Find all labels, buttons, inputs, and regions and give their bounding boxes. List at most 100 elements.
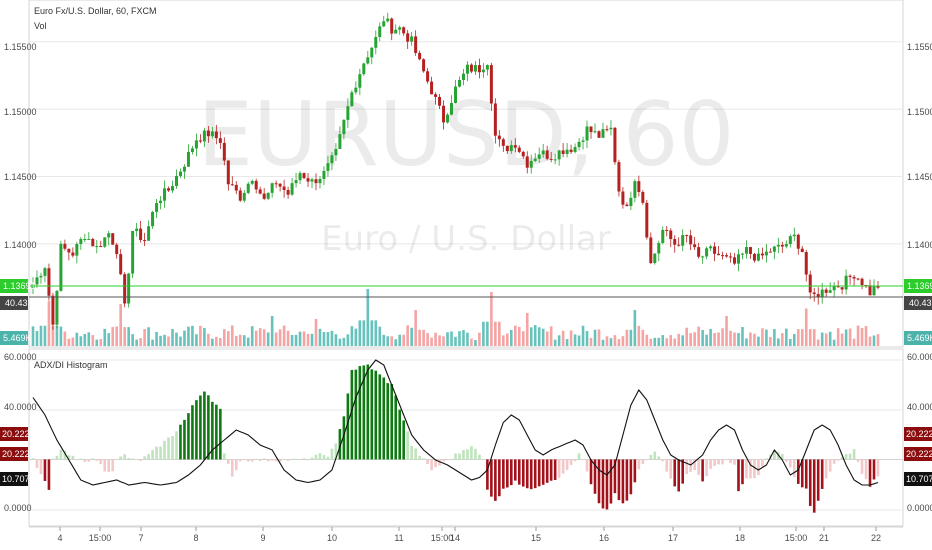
candle-body (374, 36, 378, 48)
candle-body (764, 251, 768, 256)
candle-body (147, 226, 151, 241)
candle-body (430, 81, 434, 95)
volume-bar (135, 339, 138, 346)
di-minus-bar (561, 459, 565, 474)
volume-bar (661, 335, 665, 346)
candle-body (509, 145, 513, 152)
volume-bar (629, 329, 633, 346)
candle-body (489, 65, 493, 104)
volume-bar (637, 325, 641, 346)
candle-body (266, 192, 270, 199)
candle-body (87, 238, 91, 240)
candle-body (629, 197, 633, 207)
volume-bar (848, 328, 852, 346)
volume-bar (55, 325, 59, 346)
candle-body (258, 189, 262, 194)
volume-bar (414, 310, 417, 346)
volume-bar (561, 330, 565, 346)
volume-bar (103, 328, 107, 346)
volume-bar (330, 330, 334, 346)
di-plus-bar (362, 365, 366, 460)
volume-bar (195, 334, 198, 346)
candle-body (541, 150, 545, 155)
candle-body (139, 228, 143, 241)
di-minus-bar (446, 459, 449, 460)
volume-bar (601, 339, 605, 346)
di-minus-bar (800, 459, 804, 488)
di-minus-bar (804, 459, 808, 489)
time-label: 14 (450, 533, 460, 543)
candle-body (186, 151, 190, 167)
di-minus-bar (593, 459, 597, 494)
volume-bar (199, 325, 202, 346)
di-minus-bar (430, 459, 433, 471)
di-minus-bar (274, 459, 278, 462)
volume-bar (454, 336, 457, 346)
volume-bar (43, 325, 47, 346)
volume-bar (318, 328, 322, 346)
di-plus-bar (211, 401, 214, 460)
di-plus-bar (852, 449, 856, 460)
candle-body (605, 129, 609, 131)
di-plus-bar (262, 458, 266, 460)
di-plus-bar (199, 395, 202, 460)
candle-body (63, 243, 67, 249)
candle-body (760, 253, 764, 256)
volume-bar (462, 330, 465, 346)
di-minus-bar (533, 459, 537, 489)
volume-bar (346, 334, 350, 346)
volume-bar (71, 337, 75, 346)
di-minus-bar (824, 459, 828, 479)
candle-body (318, 178, 322, 184)
volume-bar (685, 327, 688, 346)
volume-bar (466, 332, 469, 346)
volume-bar (677, 333, 681, 346)
indicator-title: ADX/DI Histogram (34, 360, 108, 370)
di-minus-bar (230, 459, 234, 477)
volume-bar (860, 328, 864, 346)
candle-body (274, 183, 278, 185)
di-minus-bar (39, 459, 43, 475)
volume-bar (151, 339, 154, 346)
candle-body (394, 29, 398, 34)
candle-body (83, 239, 87, 241)
volume-level-badge-right-text: 40.43 (909, 298, 932, 308)
candle-body (418, 52, 422, 60)
di-minus-bar (565, 459, 569, 470)
di-plus-bar (840, 456, 844, 460)
volume-bar (605, 336, 609, 346)
volume-bar (589, 337, 593, 346)
candle-body (685, 235, 689, 237)
di-minus-bar (705, 459, 708, 477)
candle-body (497, 135, 501, 140)
di-plus-bar (406, 431, 409, 460)
candle-body (537, 154, 541, 159)
candle-body (39, 275, 43, 278)
volume-bar (470, 338, 473, 346)
candle-body (505, 145, 509, 152)
candle-body (242, 192, 246, 201)
di-minus-bar (677, 459, 681, 492)
volume-bar (474, 339, 477, 346)
volume-bar (386, 336, 390, 346)
candle-body (406, 33, 410, 42)
volume-bar (820, 332, 824, 346)
volume-bar (785, 328, 788, 346)
candle-body (230, 184, 234, 186)
time-label: 16 (599, 533, 609, 543)
di-minus-bar (721, 459, 724, 465)
volume-bar (207, 333, 210, 346)
di-minus-bar (641, 459, 645, 465)
di-plus-bar (848, 453, 852, 460)
volume-bar (864, 326, 868, 346)
candle-body (533, 158, 537, 161)
di-plus-bar (346, 393, 350, 460)
candle-body (613, 127, 617, 163)
ind-tick-left-40: 40.0000 (4, 402, 37, 412)
price-tick-left-4: 1.14000 (4, 240, 37, 250)
time-label: 4 (57, 533, 62, 543)
candle-body (844, 275, 848, 290)
volume-bar (458, 331, 461, 346)
di-minus-bar (498, 459, 501, 497)
di-plus-bar (167, 437, 170, 460)
